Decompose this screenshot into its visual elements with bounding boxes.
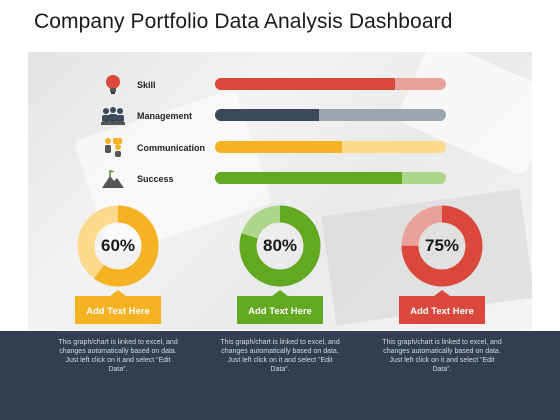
page-title: Company Portfolio Data Analysis Dashboar… xyxy=(34,10,453,33)
bar-track-skill xyxy=(215,78,446,90)
donut-2-value-label: 80% xyxy=(262,236,298,255)
team-icon xyxy=(101,107,125,125)
row-label-management: Management xyxy=(137,111,193,121)
bar-track-management xyxy=(215,109,446,121)
tag-1[interactable]: Add Text Here xyxy=(75,290,161,324)
note-2: This graph/chart is linked to excel, and… xyxy=(220,339,340,373)
donut-1-value xyxy=(77,205,159,287)
row-label-skill: Skill xyxy=(137,80,156,90)
bar-management xyxy=(215,109,319,121)
tag-3[interactable]: Add Text Here xyxy=(399,290,485,324)
donut-chart-1: 60% xyxy=(77,205,159,287)
bar-skill xyxy=(215,78,396,90)
note-3: This graph/chart is linked to excel, and… xyxy=(382,339,502,373)
bar-track-success xyxy=(215,172,446,184)
donut-3-value xyxy=(401,205,483,287)
mountain-flag-icon xyxy=(102,170,124,188)
tag-2[interactable]: Add Text Here xyxy=(237,290,323,324)
donut-1-value-label: 60% xyxy=(100,236,136,255)
communication-icon xyxy=(105,138,122,157)
lightbulb-icon xyxy=(106,75,120,94)
row-label-communication: Communication xyxy=(137,143,206,153)
row-label-success: Success xyxy=(137,174,174,184)
note-1: This graph/chart is linked to excel, and… xyxy=(58,339,178,373)
donut-chart-2: 80% xyxy=(239,205,321,287)
donut-3-value-label: 75% xyxy=(424,236,460,255)
bar-communication xyxy=(215,141,343,153)
donut-2-value xyxy=(239,205,321,287)
donut-chart-3: 75% xyxy=(401,205,483,287)
bar-success xyxy=(215,172,403,184)
footer-band xyxy=(0,331,560,420)
bar-track-communication xyxy=(215,141,446,153)
